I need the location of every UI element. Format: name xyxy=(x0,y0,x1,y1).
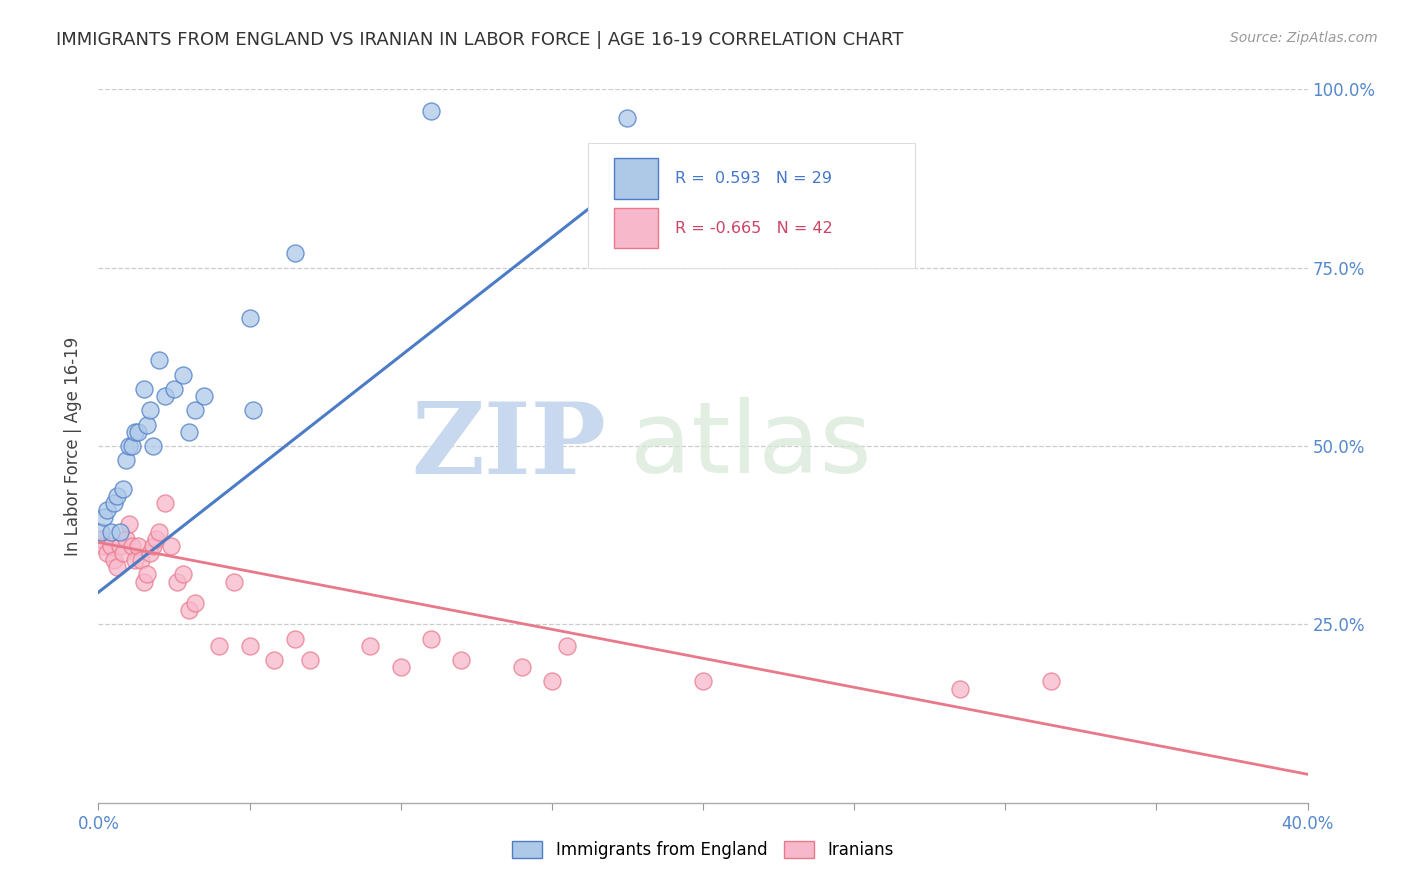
Point xyxy=(450,653,472,667)
Point xyxy=(179,425,201,439)
Point xyxy=(132,574,155,589)
Point xyxy=(114,532,136,546)
Point xyxy=(111,546,134,560)
Point xyxy=(239,639,262,653)
Point xyxy=(179,603,201,617)
FancyBboxPatch shape xyxy=(588,143,915,268)
Point xyxy=(420,632,443,646)
Point xyxy=(142,539,165,553)
Point xyxy=(616,111,638,125)
Y-axis label: In Labor Force | Age 16-19: In Labor Force | Age 16-19 xyxy=(65,336,83,556)
Point xyxy=(124,553,146,567)
FancyBboxPatch shape xyxy=(613,208,658,248)
Point xyxy=(153,389,176,403)
Text: IMMIGRANTS FROM ENGLAND VS IRANIAN IN LABOR FORCE | AGE 16-19 CORRELATION CHART: IMMIGRANTS FROM ENGLAND VS IRANIAN IN LA… xyxy=(56,31,904,49)
Point xyxy=(148,353,170,368)
Text: R =  0.593   N = 29: R = 0.593 N = 29 xyxy=(675,170,832,186)
Point xyxy=(145,532,167,546)
Point xyxy=(389,660,412,674)
Point xyxy=(160,539,183,553)
Point xyxy=(139,403,162,417)
Text: atlas: atlas xyxy=(630,398,872,494)
Text: Source: ZipAtlas.com: Source: ZipAtlas.com xyxy=(1230,31,1378,45)
Point xyxy=(124,425,146,439)
Point xyxy=(121,539,143,553)
Point xyxy=(555,639,578,653)
FancyBboxPatch shape xyxy=(613,158,658,199)
Point xyxy=(100,524,122,539)
Point xyxy=(129,553,152,567)
Point xyxy=(242,403,264,417)
Point xyxy=(108,524,131,539)
Point xyxy=(360,639,382,653)
Point xyxy=(224,574,246,589)
Point xyxy=(96,503,118,517)
Point xyxy=(96,546,118,560)
Point xyxy=(692,674,714,689)
Point xyxy=(184,596,207,610)
Point xyxy=(118,517,141,532)
Point xyxy=(540,674,562,689)
Point xyxy=(163,382,186,396)
Point xyxy=(139,546,162,560)
Point xyxy=(108,539,131,553)
Point xyxy=(153,496,176,510)
Point xyxy=(510,660,533,674)
Point xyxy=(135,567,157,582)
Point xyxy=(105,489,128,503)
Point xyxy=(949,681,972,696)
Text: ZIP: ZIP xyxy=(412,398,606,494)
Point xyxy=(121,439,143,453)
Point xyxy=(90,524,112,539)
Point xyxy=(111,482,134,496)
Point xyxy=(103,496,125,510)
Text: R = -0.665   N = 42: R = -0.665 N = 42 xyxy=(675,221,832,235)
Point xyxy=(420,103,443,118)
Point xyxy=(103,553,125,567)
Point xyxy=(166,574,188,589)
Point xyxy=(184,403,207,417)
Point xyxy=(284,246,307,260)
Point xyxy=(208,639,231,653)
Point xyxy=(299,653,322,667)
Point xyxy=(172,368,194,382)
Point xyxy=(100,539,122,553)
Point xyxy=(193,389,215,403)
Point xyxy=(239,310,262,325)
Point xyxy=(90,532,112,546)
Point xyxy=(135,417,157,432)
Point xyxy=(132,382,155,396)
Point xyxy=(93,539,115,553)
Point xyxy=(118,439,141,453)
Point xyxy=(263,653,285,667)
Point xyxy=(127,425,149,439)
Point xyxy=(105,560,128,574)
Point xyxy=(172,567,194,582)
Point xyxy=(93,510,115,524)
Point xyxy=(127,539,149,553)
Point xyxy=(114,453,136,467)
Legend: Immigrants from England, Iranians: Immigrants from England, Iranians xyxy=(506,834,900,866)
Point xyxy=(1039,674,1062,689)
Point xyxy=(142,439,165,453)
Point xyxy=(284,632,307,646)
Point xyxy=(148,524,170,539)
